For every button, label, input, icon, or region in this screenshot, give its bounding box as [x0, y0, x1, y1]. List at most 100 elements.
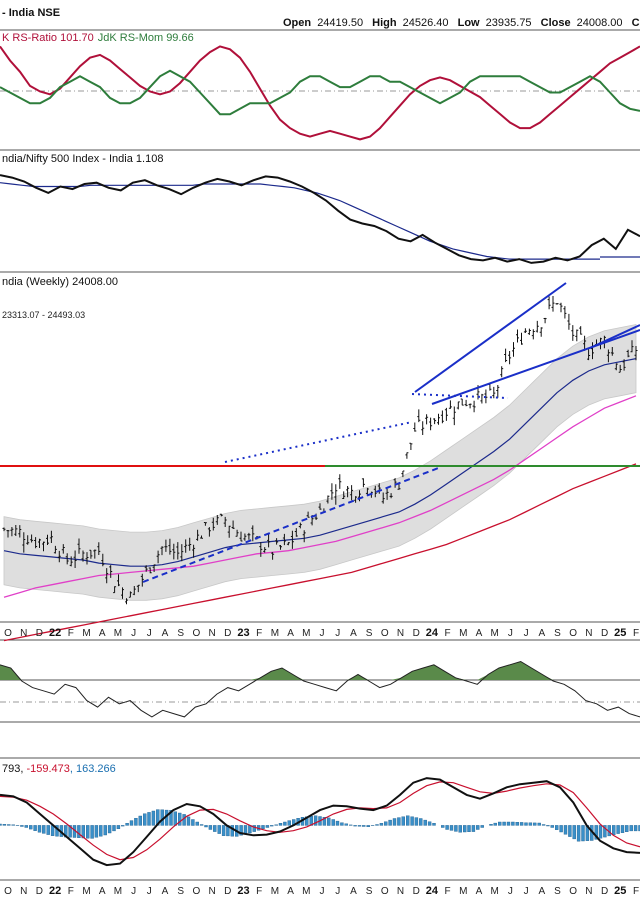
macd-hist-bar [502, 821, 506, 826]
macd-hist-bar [195, 821, 200, 826]
x-tick-label: D [36, 628, 43, 639]
macd-hist-bar [37, 825, 42, 833]
macd-hist-bar [362, 825, 366, 827]
macd-hist-bar [103, 825, 107, 836]
high-value: 24526.40 [403, 17, 449, 29]
macd-hist-bar [129, 820, 134, 826]
price-bar [606, 349, 610, 363]
price-bars [2, 296, 638, 605]
macd-hist-bar [467, 825, 471, 833]
x-tick-label: D [224, 886, 231, 897]
x-tick-label: A [476, 628, 483, 639]
price-panel: ndia (Weekly) 24008.00 23313.07 - 24493.… [0, 276, 640, 642]
macd-hist-bar [252, 825, 256, 832]
price-bar [282, 533, 286, 546]
price-bar [433, 418, 437, 425]
x-tick-label: N [20, 628, 27, 639]
price-bar [377, 483, 381, 494]
relative-strength-ma [0, 182, 600, 260]
rs-ratio-label: RS-Ratio 101.70 [12, 32, 93, 44]
price-bar [105, 568, 109, 584]
x-tick-label: 24 [426, 885, 439, 897]
macd-hist-bar [68, 825, 72, 838]
price-bar [267, 534, 271, 548]
macd-hist-bar [81, 825, 86, 839]
macd-hist-bar [204, 825, 208, 828]
osc-overbought-fill [0, 661, 640, 680]
x-tick-label: M [82, 628, 90, 639]
x-tick-label: J [320, 628, 325, 639]
price-bar [38, 538, 41, 548]
macd-hist-bar [169, 810, 173, 826]
x-tick-label: N [208, 628, 215, 639]
macd-hist-bar [313, 815, 318, 826]
low-value: 23935.75 [486, 17, 532, 29]
x-tick-label: D [601, 628, 608, 639]
price-bar [61, 544, 65, 554]
macd-hist-bar [208, 825, 213, 830]
price-bar [132, 586, 136, 596]
x-tick-label: D [224, 628, 231, 639]
price-bar [523, 328, 527, 333]
price-bar [452, 406, 456, 426]
macd-hist-bar [392, 818, 397, 826]
wedge-upper-line [414, 282, 567, 393]
x-tick-label: 23 [237, 627, 249, 639]
price-bar [18, 525, 22, 538]
macd-hist-bar [270, 825, 274, 827]
macd-hist-bar [620, 825, 625, 833]
price-bar [109, 565, 113, 578]
macd-hist-bar [366, 825, 370, 828]
price-bar [148, 567, 152, 574]
channel-base-dotted [411, 393, 509, 399]
change-label: Chg -3 [632, 17, 640, 29]
price-bar [417, 409, 421, 423]
price-bar [200, 535, 203, 539]
price-bar [85, 552, 89, 565]
price-bar [160, 546, 164, 556]
lower-trendline [142, 466, 442, 583]
macd-hist-bar [77, 825, 81, 839]
x-tick-label: A [350, 628, 357, 639]
price-bar [81, 550, 85, 562]
macd-hist-bar [99, 825, 103, 837]
macd-hist-bar [401, 816, 405, 826]
price-bar [128, 591, 132, 598]
macd-hist-bar [471, 825, 476, 832]
price-bar [547, 296, 551, 310]
relative-strength-label: ndia/Nifty 500 Index - India 1.108 [2, 153, 163, 165]
osc-line [0, 660, 640, 718]
rs-mom-line [0, 69, 640, 116]
price-bar [535, 320, 539, 333]
price-bar [231, 520, 235, 529]
price-bar [42, 541, 45, 552]
macd-value: 793, [2, 763, 26, 775]
x-tick-label: J [335, 886, 340, 897]
price-bar [630, 340, 634, 353]
macd-hist-bar [33, 825, 37, 831]
price-bar [10, 527, 14, 537]
macd-hist-bar [537, 822, 541, 826]
x-tick-label: O [381, 886, 389, 897]
price-bar [440, 410, 444, 424]
x-tick-label: N [585, 886, 592, 897]
macd-hist-bar [489, 824, 493, 826]
macd-hist-bar [384, 821, 388, 826]
price-bar [575, 329, 579, 342]
price-bar [444, 407, 448, 421]
rrg-prefix: K [2, 32, 12, 44]
macd-hist-bar [177, 812, 182, 826]
macd-hist-bar [11, 824, 15, 826]
price-bar [251, 525, 255, 542]
oscillator-panel [0, 660, 640, 723]
macd-hist-bar [221, 825, 226, 836]
macd-hist-bar [629, 825, 633, 832]
price-bar [223, 516, 227, 527]
macd-hist-bar [432, 823, 436, 826]
macd-hist-bar [594, 825, 598, 840]
price-bar [496, 385, 500, 398]
price-bar [152, 564, 156, 572]
x-tick-label: J [131, 628, 136, 639]
macd-hist-bar [322, 817, 327, 826]
macd-hist-bar [480, 825, 484, 828]
